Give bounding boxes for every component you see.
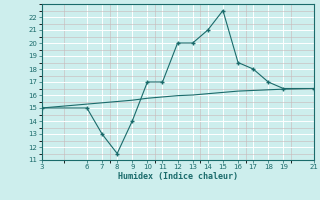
X-axis label: Humidex (Indice chaleur): Humidex (Indice chaleur) bbox=[118, 172, 237, 181]
